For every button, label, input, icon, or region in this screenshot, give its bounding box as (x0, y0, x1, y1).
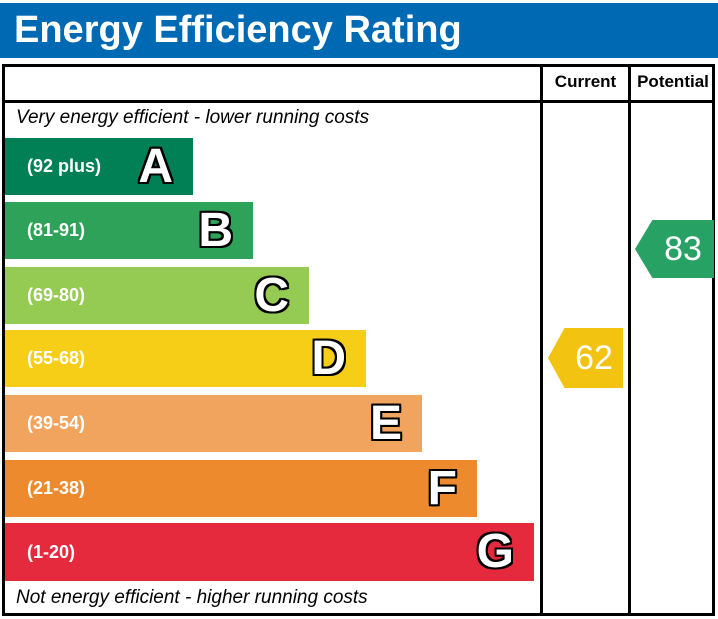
band-letter-e: E (369, 396, 404, 450)
band-row-g: (1-20) G (5, 523, 534, 581)
band-row-c: (69-80) C (5, 267, 309, 324)
top-note: Very energy efficient - lower running co… (16, 107, 370, 128)
band-letter-c: C (253, 268, 290, 322)
band-letter-b: B (197, 203, 234, 257)
band-range-label-d: (55-68) (27, 348, 86, 368)
column-header-current: Current (554, 72, 617, 91)
band-row-b: (81-91) B (5, 202, 253, 259)
header-separator (2, 100, 715, 103)
band-letter-f: F (426, 461, 458, 515)
current-column-divider (540, 64, 543, 616)
band-range-label-a: (92 plus) (27, 156, 102, 176)
band-letter-g: G (475, 525, 515, 578)
band-range-label-f: (21-38) (27, 478, 86, 498)
page-title: Energy Efficiency Rating (14, 9, 462, 51)
bottom-note: Not energy efficient - higher running co… (16, 587, 368, 608)
band-range-label-g: (1-20) (27, 541, 76, 562)
potential-column-divider (628, 64, 631, 616)
band-range-label-b: (81-91) (27, 220, 86, 240)
potential-rating-value: 83 (664, 230, 702, 268)
current-rating-value: 62 (575, 339, 613, 377)
band-row-e: (39-54) E (5, 395, 422, 452)
band-row-a: (92 plus) A (5, 138, 193, 195)
band-range-label-c: (69-80) (27, 285, 86, 305)
band-range-label-e: (39-54) (27, 413, 86, 433)
band-row-f: (21-38) F (5, 460, 477, 517)
band-row-d: (55-68) D (5, 330, 366, 387)
band-letter-a: A (137, 139, 174, 193)
current-rating-arrow: 62 (548, 328, 623, 388)
column-header-potential: Potential (637, 72, 709, 91)
title-bar: Energy Efficiency Rating (0, 3, 718, 58)
band-letter-d: D (310, 331, 347, 385)
potential-rating-arrow: 83 (635, 220, 714, 278)
